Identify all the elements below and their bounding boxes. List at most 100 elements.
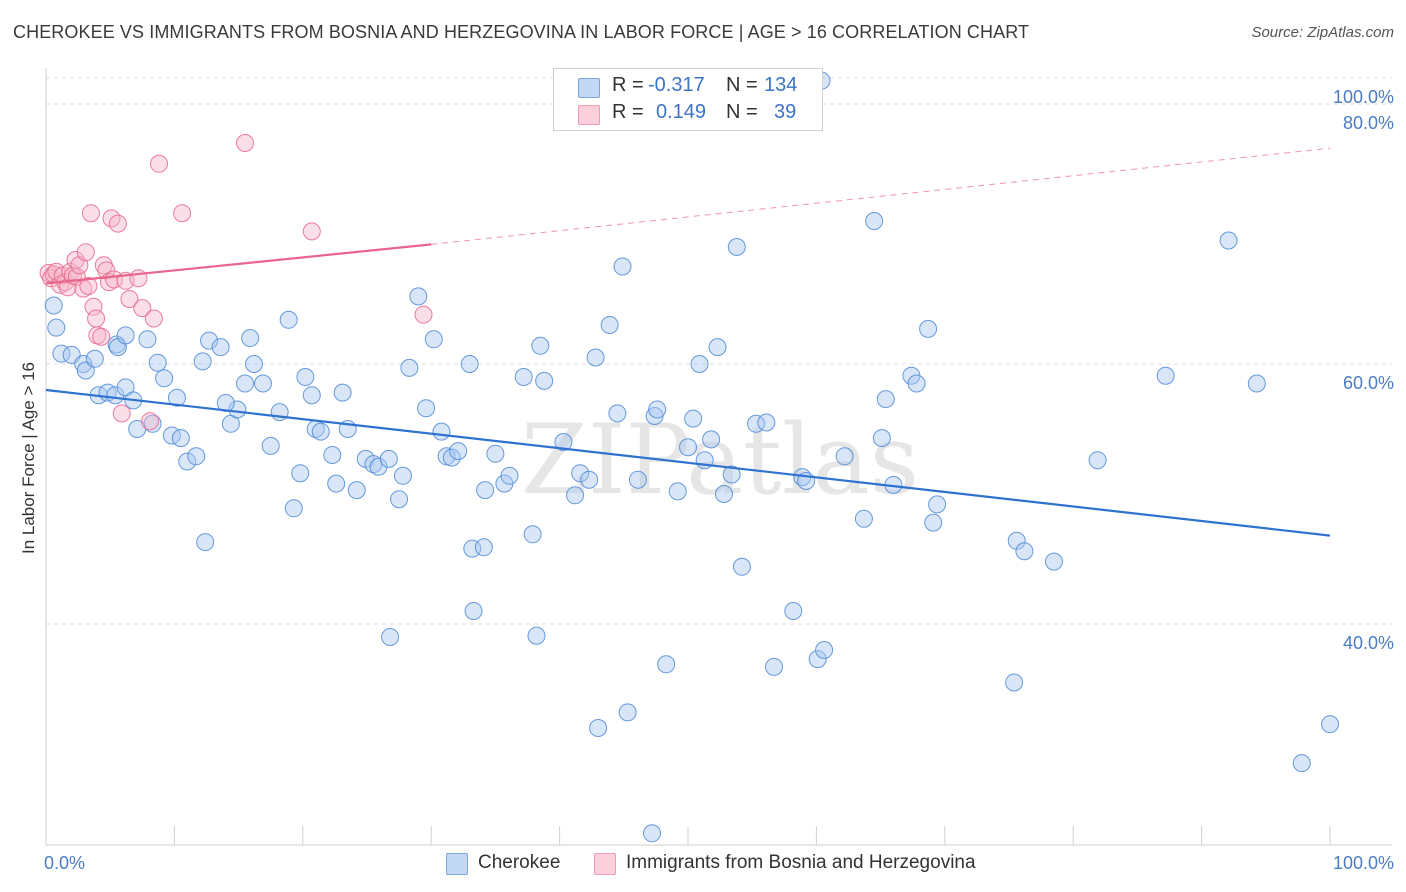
bosnia-points [39,134,433,431]
cherokee-point [393,466,412,485]
cherokee-point [1088,451,1107,470]
bosnia-point [149,154,168,173]
cherokee-point [722,465,741,484]
cherokee-point [296,368,315,386]
cherokee-point [171,429,190,448]
cherokee-point [586,348,605,367]
bosnia-point [133,299,152,318]
cherokee-point [379,449,398,468]
source-credit: Source: ZipAtlas.com [1251,24,1394,41]
cherokee-point [514,368,533,386]
cherokee-point [1219,231,1238,250]
bosnia-trend-line-dashed [431,147,1331,245]
bottom-legend-swatch-bosnia [594,853,616,875]
axes [45,68,1392,846]
cherokee-point [690,355,709,373]
cherokee-point [138,330,157,349]
legend-swatch-cherokee [578,78,600,98]
cherokee-point [527,626,546,645]
cherokee-point [476,481,495,500]
cherokee-point [757,413,776,432]
cherokee-point [279,310,298,329]
cherokee-point [1015,542,1034,561]
cherokee-point [872,429,891,448]
cherokee-point [432,422,451,441]
cherokee-point [815,641,834,659]
x-tick-label: 0.0% [44,853,85,873]
cherokee-point [424,330,443,349]
bosnia-point [79,277,98,295]
x-tick-labels: 0.0% 100.0% [44,853,1394,873]
cherokee-point [44,296,63,315]
cherokee-point [702,430,721,449]
cherokee-point [907,374,926,393]
cherokee-point [323,446,342,464]
bosnia-point [58,278,77,297]
bosnia-point [108,214,127,233]
cherokee-point [589,719,608,737]
cherokee-point [143,414,162,433]
cherokee-point [657,655,676,674]
cherokee-point [47,318,66,337]
legend-swatch-bosnia [578,105,600,125]
cherokee-point [200,331,219,350]
cherokee-point [765,657,784,676]
cherokee-point [854,509,873,528]
cherokee-points [44,71,1339,843]
cherokee-point [643,824,662,843]
cherokee-point [727,238,746,256]
cherokee-point [236,374,255,393]
bosnia-point [236,134,255,152]
cherokee-point [1044,552,1063,571]
cherokee-point [390,490,409,509]
cherokee-point [417,399,436,418]
cherokee-point [291,464,310,483]
cherokee-point [580,470,599,489]
legend-n-value: 39 [774,101,797,123]
cherokee-point [554,433,573,451]
cherokee-point [523,525,542,544]
cherokee-point [928,495,947,514]
bosnia-point [112,404,131,423]
cherokee-point [442,448,461,467]
chart-title: CHEROKEE VS IMMIGRANTS FROM BOSNIA AND H… [13,22,1030,42]
bosnia-point [129,269,148,288]
legend-r-value: -0.317 [648,74,705,96]
cherokee-point [708,338,727,357]
cherokee-point [228,400,247,419]
cherokee-point [1292,754,1311,773]
cherokee-point [835,447,854,466]
cherokee-point [463,539,482,558]
cherokee-point [311,422,330,441]
bosnia-point [92,327,111,346]
cherokee-point [1005,673,1024,692]
cherokee-point [919,319,938,338]
bosnia-point [76,243,95,262]
cherokee-point [196,533,215,552]
cherokee-point [808,650,827,669]
cherokee-point [535,371,554,390]
bottom-legend-label-bosnia: Immigrants from Bosnia and Herzegovina [626,852,976,873]
bosnia-point [144,309,163,328]
cherokee-point [924,513,943,532]
cherokee-point [187,447,206,466]
bosnia-point [141,412,160,431]
cherokee-point [618,703,637,722]
cherokee-point [148,353,167,372]
bosnia-point [302,222,321,241]
bosnia-trend-line-solid [45,243,432,285]
cherokee-point [167,388,186,407]
y-axis-label: In Labor Force | Age > 16 [19,362,38,554]
cherokee-point [449,442,468,461]
cherokee-point [571,464,590,483]
cherokee-point [178,452,197,471]
bottom-legend-swatch-cherokee [446,853,468,875]
cherokee-point [732,557,751,576]
cherokee-point [648,400,667,419]
cherokee-point [409,287,428,306]
cherokee-point [1321,715,1339,734]
y-tick-label: 60.0% [1343,373,1394,393]
legend-r-value: 0.149 [656,101,707,123]
cherokee-point [460,355,479,373]
